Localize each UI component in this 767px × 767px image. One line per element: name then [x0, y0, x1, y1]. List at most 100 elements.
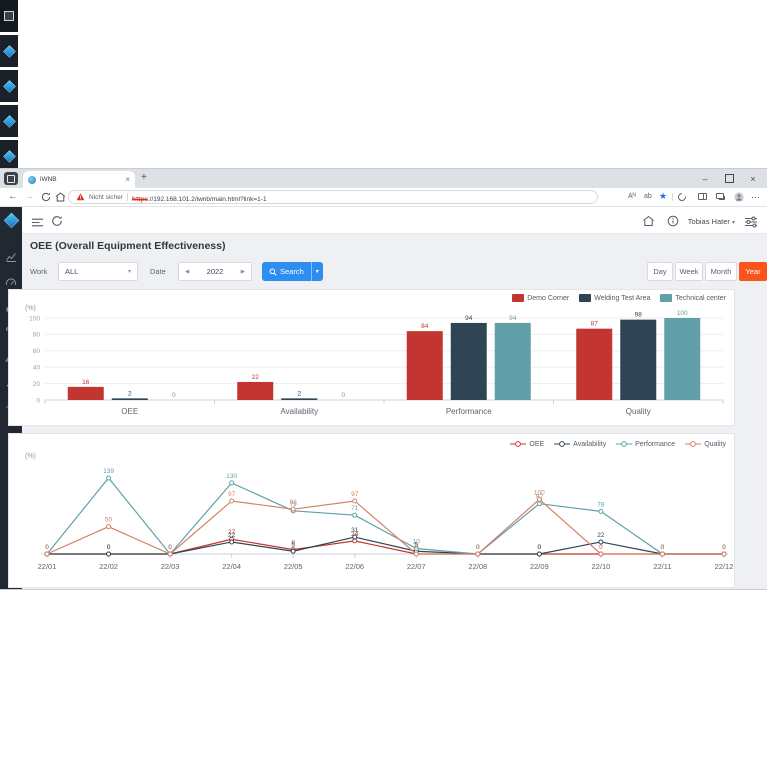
- range-button-week[interactable]: Week: [675, 262, 703, 281]
- svg-text:0: 0: [172, 392, 176, 399]
- chevron-down-icon: ▾: [127, 269, 131, 275]
- next-year-button[interactable]: ▶: [240, 268, 245, 275]
- refresh-button[interactable]: [41, 192, 51, 206]
- info-button[interactable]: [667, 214, 679, 232]
- window-close-button[interactable]: ×: [750, 173, 756, 184]
- user-name: Tobias Hater: [687, 217, 730, 226]
- svg-text:22/05: 22/05: [284, 562, 303, 571]
- page-title-bar: OEE (Overall Equipment Effectiveness): [22, 234, 767, 258]
- svg-text:40: 40: [33, 365, 41, 372]
- legend-line-marker-icon: [685, 441, 702, 447]
- tab-actions-button[interactable]: [4, 172, 18, 185]
- svg-text:22/04: 22/04: [222, 562, 241, 571]
- legend-label: Quality: [704, 440, 726, 448]
- display-settings-button[interactable]: [744, 215, 758, 233]
- svg-text:94: 94: [509, 315, 517, 322]
- translate-button[interactable]: ab: [644, 193, 652, 200]
- svg-text:22/10: 22/10: [592, 562, 611, 571]
- work-select[interactable]: ALL ▾: [58, 262, 138, 281]
- pinned-app-tile[interactable]: [0, 140, 18, 172]
- legend-item[interactable]: Demo Corner: [512, 294, 569, 302]
- svg-text:100: 100: [677, 310, 688, 317]
- profile-button[interactable]: [734, 192, 744, 206]
- split-screen-button[interactable]: [698, 193, 707, 204]
- svg-text:10: 10: [413, 539, 421, 546]
- legend-item[interactable]: Performance: [616, 440, 675, 448]
- pinned-app-tile[interactable]: [0, 70, 18, 102]
- svg-text:0: 0: [722, 544, 726, 551]
- home-nav-button[interactable]: [642, 214, 655, 232]
- more-menu-button[interactable]: ⋯: [751, 192, 760, 202]
- legend-item[interactable]: Welding Test Area: [579, 294, 650, 302]
- pinned-app-tile[interactable]: [0, 0, 18, 32]
- legend-item[interactable]: Technical center: [660, 294, 726, 302]
- svg-text:(%): (%): [25, 453, 36, 460]
- page-title: OEE (Overall Equipment Effectiveness): [30, 240, 226, 252]
- info-icon: [667, 215, 679, 227]
- search-label: Search: [280, 267, 304, 276]
- reload-button[interactable]: [51, 214, 63, 232]
- app-logo-icon: [2, 44, 16, 58]
- svg-text:0: 0: [661, 544, 665, 551]
- sidebar-logo[interactable]: [2, 211, 20, 229]
- new-tab-button[interactable]: +: [141, 172, 147, 183]
- tab-actions-icon: [7, 174, 15, 183]
- refresh-icon: [41, 192, 51, 202]
- sidebar-item-line-chart[interactable]: [5, 251, 17, 263]
- legend-line-marker-icon: [554, 441, 571, 447]
- app-logo-icon: [3, 212, 19, 228]
- prev-year-button[interactable]: ◀: [185, 268, 190, 275]
- browser-tab[interactable]: iWNB ×: [23, 171, 135, 188]
- svg-text:80: 80: [33, 332, 41, 339]
- legend-item[interactable]: Availability: [554, 440, 606, 448]
- search-options-button[interactable]: ▾: [310, 262, 323, 281]
- search-split-button: Search ▾: [262, 262, 323, 281]
- collections-button[interactable]: [716, 193, 724, 203]
- svg-text:0: 0: [36, 397, 40, 404]
- favorites-star-button[interactable]: ★: [659, 191, 668, 201]
- svg-text:79: 79: [290, 501, 298, 508]
- app-logo-icon: [2, 149, 16, 163]
- read-aloud-button[interactable]: Aᴺ: [628, 193, 636, 200]
- home-button[interactable]: [55, 192, 66, 206]
- legend-item[interactable]: Quality: [685, 440, 726, 448]
- pinned-app-tile[interactable]: [0, 35, 18, 67]
- svg-text:Quality: Quality: [626, 407, 651, 416]
- range-button-year[interactable]: Year: [739, 262, 767, 281]
- legend-label: Welding Test Area: [594, 294, 651, 302]
- svg-text:0: 0: [476, 544, 480, 551]
- range-button-day[interactable]: Day: [647, 262, 673, 281]
- sliders-icon: [745, 216, 757, 228]
- pinned-app-tile[interactable]: [0, 105, 18, 137]
- home-icon: [643, 215, 654, 226]
- sidebar-item-gauge[interactable]: [5, 276, 17, 288]
- svg-text:94: 94: [465, 315, 473, 322]
- legend-item[interactable]: OEE: [510, 440, 544, 448]
- svg-text:2: 2: [128, 390, 132, 397]
- svg-text:0: 0: [45, 544, 49, 551]
- bar-chart-card: Demo Corner Welding Test Area Technical ce…: [8, 289, 735, 426]
- svg-text:22: 22: [597, 532, 605, 539]
- tab-close-icon[interactable]: ×: [125, 174, 130, 184]
- range-button-month[interactable]: Month: [705, 262, 737, 281]
- menu-button[interactable]: [31, 215, 44, 233]
- app-header: Tobias Hater ▾: [22, 207, 767, 234]
- search-button[interactable]: Search: [262, 262, 311, 281]
- filter-bar: Work ALL ▾ Date ◀ 2022 ▶ Search ▾: [22, 258, 767, 286]
- address-bar[interactable]: Nicht sicher https://192.168.101.2/iwnb/…: [68, 190, 598, 204]
- svg-text:2: 2: [297, 390, 301, 397]
- user-menu[interactable]: Tobias Hater ▾: [688, 217, 735, 226]
- svg-text:22/08: 22/08: [468, 562, 487, 571]
- svg-text:22/06: 22/06: [345, 562, 364, 571]
- svg-text:0: 0: [168, 544, 172, 551]
- toolbar-divider: [672, 193, 673, 201]
- window-minimize-button[interactable]: –: [702, 173, 708, 184]
- svg-text:0: 0: [476, 544, 480, 551]
- window-maximize-button[interactable]: [719, 171, 739, 186]
- work-label: Work: [30, 267, 48, 276]
- forward-button[interactable]: →: [24, 191, 34, 202]
- sync-button[interactable]: [676, 191, 688, 205]
- back-button[interactable]: ←: [8, 191, 18, 202]
- svg-text:60: 60: [33, 348, 41, 355]
